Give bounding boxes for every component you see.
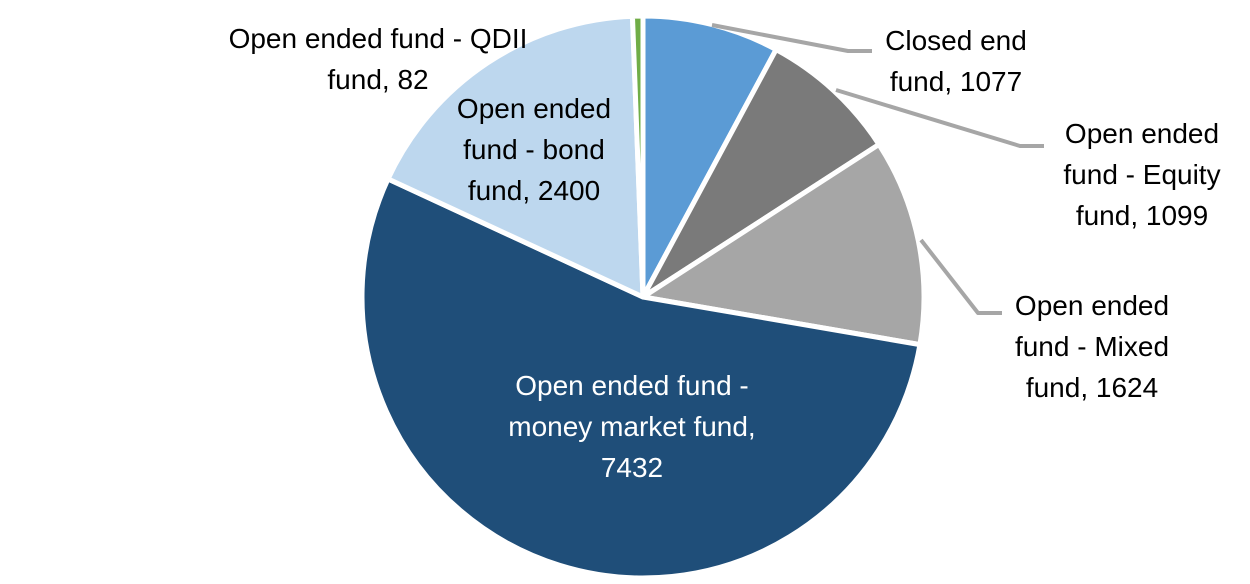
leader-line-mixed-fund xyxy=(919,238,1002,315)
pie-slice-mixed-fund xyxy=(640,141,927,348)
label-money-market-fund: Open ended fund - money market fund, 743… xyxy=(508,370,756,483)
label-mixed-fund: Open ended fund - Mixed fund, 1624 xyxy=(1014,290,1170,403)
pie-slices-group xyxy=(359,13,927,581)
pie-slice-money-market-fund xyxy=(359,176,923,581)
label-closed-end-fund: Closed end fund, 1077 xyxy=(885,25,1027,97)
pie-slice-closed-end-fund xyxy=(640,13,779,300)
label-qdii-fund: Open ended fund - QDII fund, 82 xyxy=(228,23,528,95)
leader-line-equity-fund xyxy=(835,88,1044,148)
pie-slice-equity-fund xyxy=(640,47,882,300)
label-equity-fund: Open ended fund - Equity fund, 1099 xyxy=(1063,118,1221,231)
leader-line-closed-end-fund xyxy=(711,23,872,53)
pie-slice-bond-fund xyxy=(385,13,646,300)
label-bond-fund: Open ended fund - bond fund, 2400 xyxy=(456,93,612,206)
leader-lines-group xyxy=(711,23,1044,315)
pie-slice-qdii-fund xyxy=(629,13,646,300)
